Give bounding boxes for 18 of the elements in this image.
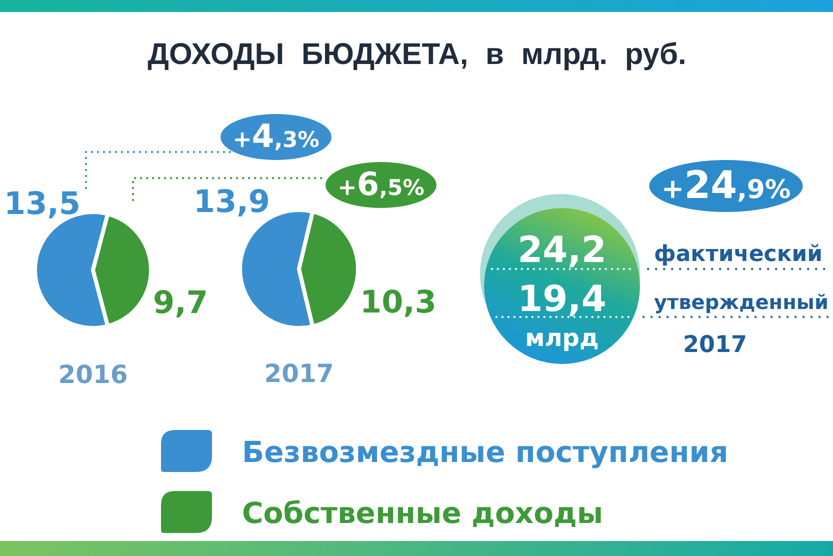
data-label: 10,3	[360, 284, 436, 321]
data-label: 24,2	[518, 230, 606, 271]
text: 2017	[264, 359, 334, 388]
category-label: утвержденный	[654, 290, 829, 314]
category-label: фактический	[654, 242, 823, 267]
text: +6,5%	[338, 165, 425, 203]
legend-label: Собственные доходы	[242, 496, 604, 530]
text: +24,9%	[661, 163, 791, 207]
data-label: 19,4	[518, 279, 606, 320]
chart-title: ДОХОДЫ БЮДЖЕТА, в млрд. руб.	[148, 38, 686, 71]
legend-label: Безвозмездные поступления	[242, 435, 728, 469]
data-label: 9,7	[153, 284, 208, 321]
text: +4,3%	[232, 117, 320, 155]
text: 2017	[683, 332, 748, 358]
text: 2016	[58, 360, 128, 389]
data-label: 13,9	[194, 184, 270, 220]
text: млрд	[525, 324, 599, 352]
data-label: 13,5	[4, 186, 80, 222]
